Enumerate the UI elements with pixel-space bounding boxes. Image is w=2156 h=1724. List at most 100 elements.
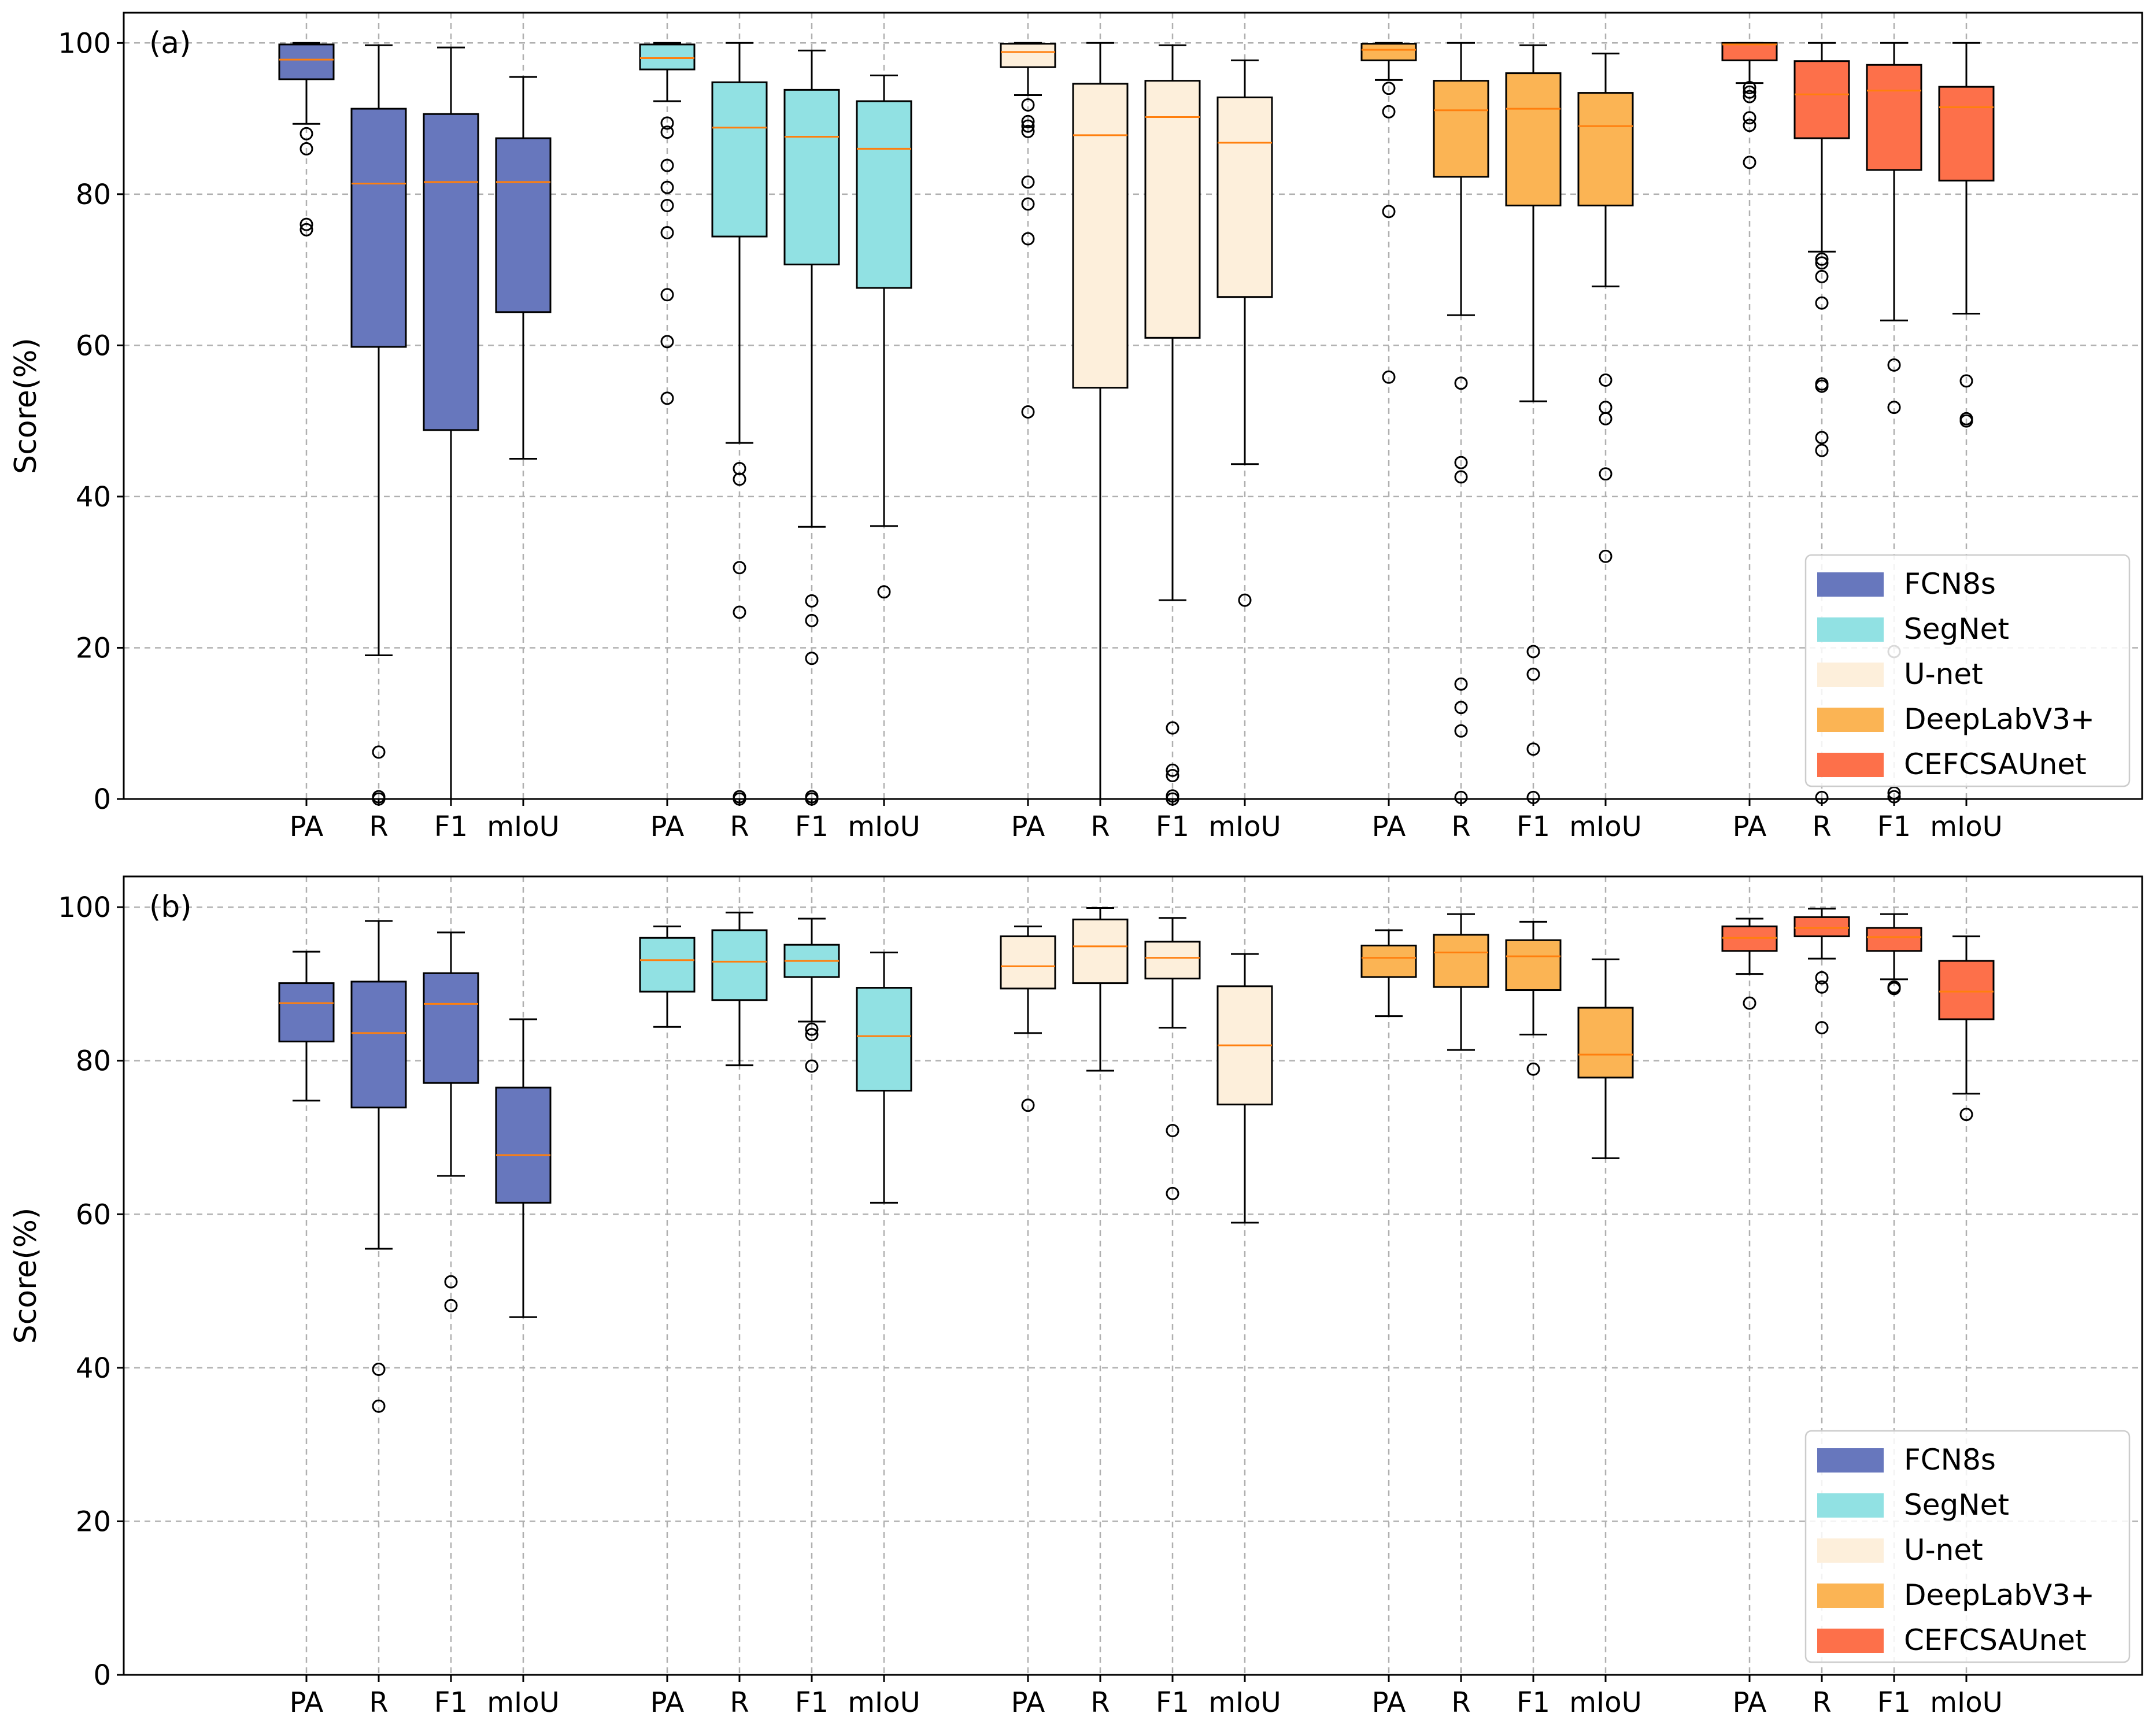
outlier-point	[444, 1298, 458, 1312]
outlier-point	[1021, 232, 1035, 246]
x-tick-label: R	[1090, 1686, 1110, 1719]
box-r	[711, 911, 768, 1067]
legend-frame	[1804, 1430, 2131, 1663]
box-f1	[423, 931, 479, 1312]
box-f1	[1144, 917, 1201, 1200]
x-tick-label: mIoU	[487, 1686, 559, 1719]
box-pa	[639, 42, 696, 405]
series-segnet	[639, 911, 912, 1204]
x-tick-label: F1	[795, 811, 829, 843]
outlier-point	[1815, 256, 1829, 270]
outlier-point	[1887, 401, 1901, 415]
iqr-box	[1793, 60, 1850, 139]
iqr-box	[1360, 945, 1417, 978]
outlier-point	[733, 605, 746, 619]
panel-label: (b)	[149, 890, 192, 924]
legend-label: CEFCSAUnet	[1904, 748, 2087, 781]
outlier-point	[1021, 98, 1035, 112]
x-tick-label: mIoU	[1569, 811, 1641, 843]
legend-swatch	[1817, 708, 1884, 732]
iqr-box	[1866, 64, 1922, 171]
x-tick-label: PA	[1733, 1686, 1767, 1719]
outlier-point	[1166, 1124, 1179, 1138]
legend-label: SegNet	[1904, 612, 2009, 646]
box-miou	[1577, 53, 1634, 563]
series-cefcsaunet	[1721, 42, 1995, 804]
outlier-point	[1743, 111, 1756, 125]
iqr-box	[278, 43, 335, 80]
outlier-point	[1021, 1098, 1035, 1112]
outlier-point	[1743, 119, 1756, 132]
x-tick-label: R	[1451, 811, 1470, 843]
box-pa	[1721, 918, 1778, 1010]
iqr-box	[1577, 1007, 1634, 1079]
y-tick-label: 80	[76, 1045, 111, 1078]
outlier-point	[1526, 1062, 1540, 1076]
outlier-point	[1454, 376, 1468, 390]
box-f1	[423, 46, 479, 800]
legend-label: CEFCSAUnet	[1904, 1623, 2087, 1657]
box-r	[350, 44, 407, 806]
x-tick-label: PA	[650, 811, 685, 843]
outlier-point	[660, 391, 674, 405]
x-tick-label: R	[369, 1686, 388, 1719]
legend-swatch	[1817, 663, 1884, 687]
box-pa	[278, 42, 335, 236]
box-miou	[856, 951, 912, 1204]
outlier-point	[299, 217, 313, 231]
iqr-box	[423, 972, 479, 1084]
x-tick-label: F1	[1156, 811, 1189, 843]
legend: FCN8s SegNet U-net DeepLabV3+ CEFCSAUnet	[1804, 1430, 2131, 1663]
iqr-box	[711, 929, 768, 1001]
outlier-point	[877, 585, 891, 599]
legend-swatch	[1817, 1629, 1884, 1653]
iqr-box	[278, 982, 335, 1042]
outlier-point	[1815, 379, 1829, 393]
outlier-point	[299, 223, 313, 236]
x-tick-label: R	[730, 811, 749, 843]
x-tick-label: mIoU	[848, 1686, 920, 1719]
box-r	[1793, 42, 1850, 804]
box-f1	[1505, 920, 1562, 1076]
outlier-point	[805, 1022, 819, 1036]
box-pa	[1360, 42, 1417, 384]
outlier-point	[372, 1399, 386, 1413]
outlier-point	[660, 335, 674, 349]
x-tick-label: F1	[1517, 1686, 1550, 1719]
outlier-point	[1815, 269, 1829, 283]
outlier-point	[805, 1059, 819, 1073]
outlier-point	[1743, 80, 1756, 94]
series-fcn8s	[278, 920, 552, 1413]
iqr-box	[1216, 96, 1273, 298]
x-tick-label: R	[1812, 1686, 1831, 1719]
iqr-box	[1721, 42, 1778, 61]
legend: FCN8s SegNet U-net DeepLabV3+ CEFCSAUnet	[1804, 554, 2131, 787]
box-f1	[1866, 913, 1922, 996]
outlier-point	[1382, 370, 1396, 384]
box-r	[1433, 42, 1489, 804]
x-tick-label: F1	[1517, 811, 1550, 843]
y-tick-label: 40	[76, 1352, 111, 1385]
box-r	[1793, 908, 1850, 1035]
outlier-point	[1599, 467, 1613, 481]
iqr-box	[1793, 916, 1850, 938]
outlier-point	[299, 142, 313, 156]
box-r	[1072, 907, 1129, 1072]
outlier-point	[1166, 1186, 1179, 1200]
outlier-point	[1599, 373, 1613, 387]
outlier-point	[733, 472, 746, 486]
iqr-box	[1360, 43, 1417, 61]
outlier-point	[1959, 374, 1973, 388]
legend-swatch	[1817, 572, 1884, 597]
y-tick-label: 100	[58, 891, 111, 924]
x-tick-label: mIoU	[1208, 811, 1281, 843]
x-tick-label: R	[1451, 1686, 1470, 1719]
outlier-point	[1166, 721, 1179, 735]
outlier-point	[1887, 358, 1901, 372]
box-r	[1433, 913, 1489, 1051]
iqr-box	[1000, 935, 1056, 990]
legend-label: SegNet	[1904, 1488, 2009, 1522]
outlier-point	[660, 158, 674, 172]
series-deeplabv3-	[1360, 913, 1634, 1159]
iqr-box	[1577, 92, 1634, 206]
